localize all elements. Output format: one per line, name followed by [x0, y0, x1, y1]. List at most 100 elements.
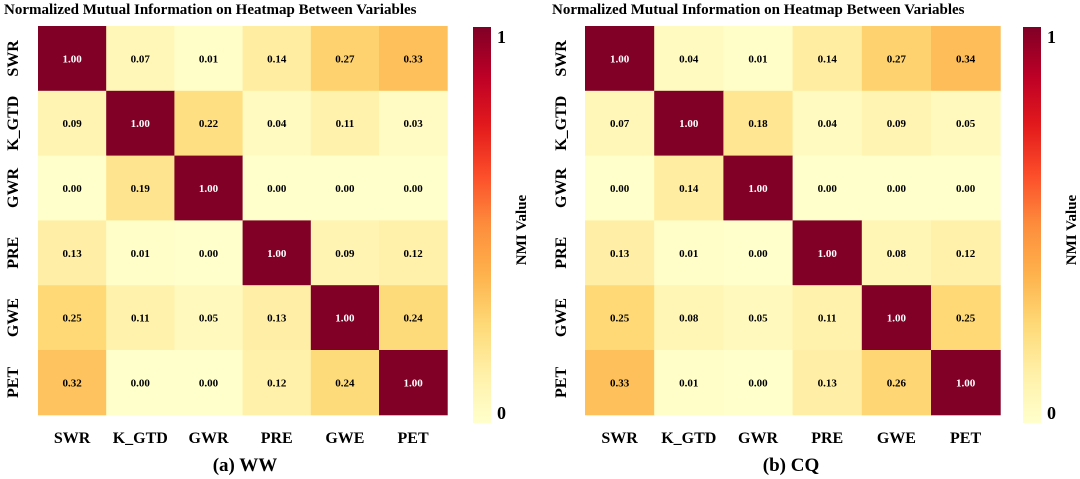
y-tick-label: SWR	[5, 40, 22, 77]
cell-value-label: 0.11	[336, 118, 355, 130]
heatmap-panel-ww: Normalized Mutual Information on Heatmap…	[4, 2, 530, 476]
cell-value-label: 0.12	[267, 377, 287, 389]
cell-value-label: 0.14	[679, 183, 699, 195]
cell-value-label: 1.00	[199, 183, 219, 195]
y-tick-label: GWR	[553, 168, 570, 208]
heatmap-cell	[792, 350, 863, 416]
heatmap-cell	[310, 90, 380, 157]
cell-value-label: 0.19	[131, 183, 151, 195]
cell-value-label: 0.01	[748, 53, 767, 65]
cell-value-label: 0.27	[335, 53, 355, 65]
x-tick-label: K_GTD	[113, 430, 168, 447]
heatmap-cell	[654, 155, 724, 221]
cell-value-label: 0.14	[818, 53, 838, 65]
heatmap-cell	[792, 26, 863, 92]
subfigure-caption: (b) CQ	[763, 455, 819, 476]
cell-value-label: 0.00	[887, 183, 907, 195]
heatmap-cell	[654, 220, 724, 286]
colorbar-axis-label: NMI Value	[514, 194, 530, 265]
heatmap-cell	[792, 220, 863, 286]
chart-title: Normalized Mutual Information on Heatmap…	[4, 2, 417, 18]
cell-value-label: 0.14	[267, 53, 287, 65]
cell-value-label: 0.22	[199, 118, 219, 130]
cell-value-label: 1.00	[887, 313, 907, 325]
heatmap-cell	[931, 26, 1001, 92]
colorbar-min-label: 0	[1047, 403, 1056, 423]
heatmap-cell	[379, 350, 448, 416]
heatmap-cell	[242, 285, 312, 351]
cell-value-label: 0.04	[818, 118, 838, 130]
heatmap-cell	[861, 90, 932, 157]
heatmap-cell	[379, 155, 448, 221]
colorbar-max-label: 1	[497, 27, 506, 47]
heatmap-cell	[242, 350, 312, 416]
cell-value-label: 0.00	[748, 248, 768, 260]
heatmap-cell	[242, 155, 312, 221]
heatmap-cell	[174, 350, 244, 416]
heatmap-cell	[585, 285, 655, 351]
colorbar: 1 0 NMI Value	[473, 27, 530, 423]
heatmap-cell	[310, 285, 380, 351]
cell-value-label: 1.00	[679, 118, 699, 130]
heatmap-cell	[931, 155, 1001, 221]
heatmap-cell	[792, 285, 863, 351]
heatmap-cell	[38, 155, 107, 221]
heatmap-cell	[379, 90, 448, 157]
heatmap-cell	[106, 90, 175, 157]
heatmap-cell	[174, 220, 244, 286]
heatmap-cell	[106, 220, 175, 286]
cell-value-label: 0.09	[335, 248, 355, 260]
heatmap-cell	[585, 155, 655, 221]
subfigure-caption: (a) WW	[213, 455, 278, 476]
heatmap-cell	[585, 26, 655, 92]
heatmap-cell	[106, 155, 175, 221]
cell-value-label: 0.32	[62, 377, 82, 389]
cell-value-label: 0.24	[335, 377, 355, 389]
colorbar: 1 0 NMI Value	[1023, 27, 1080, 423]
heatmap-cell	[379, 220, 448, 286]
heatmap-cell	[792, 155, 863, 221]
heatmap-cell	[174, 155, 244, 221]
heatmap-cell	[379, 26, 448, 92]
heatmap-cell	[174, 90, 244, 157]
heatmap-cell	[310, 155, 380, 221]
cell-value-label: 1.00	[610, 53, 630, 65]
x-tick-label: PRE	[811, 430, 843, 447]
y-tick-label: SWR	[553, 40, 570, 77]
cell-value-label: 0.00	[403, 183, 423, 195]
cell-value-label: 0.12	[956, 248, 976, 260]
cell-value-label: 0.01	[131, 248, 150, 260]
heatmap-cell	[931, 350, 1001, 416]
y-tick-label: K_GTD	[553, 96, 570, 151]
x-tick-label: SWR	[54, 430, 91, 447]
heatmap-cell	[106, 26, 175, 92]
heatmap-cell	[106, 350, 175, 416]
cell-value-label: 1.00	[956, 377, 976, 389]
y-tick-label: PRE	[553, 237, 570, 269]
cell-value-label: 0.00	[748, 377, 768, 389]
cell-value-label: 0.00	[818, 183, 838, 195]
heatmap-cell	[654, 285, 724, 351]
y-tick-label: GWR	[5, 168, 22, 208]
cell-value-label: 0.05	[199, 313, 219, 325]
chart-title: Normalized Mutual Information on Heatmap…	[552, 2, 965, 18]
cell-value-label: 0.01	[679, 377, 698, 389]
y-tick-label: GWE	[553, 298, 570, 337]
heatmap-cell	[38, 285, 107, 351]
y-tick-label: GWE	[5, 298, 22, 337]
cell-value-label: 0.00	[131, 377, 151, 389]
cell-value-label: 1.00	[335, 313, 355, 325]
heatmap-cell	[310, 350, 380, 416]
heatmap-cell	[931, 220, 1001, 286]
cell-value-label: 0.00	[956, 183, 976, 195]
x-tick-label: GWE	[877, 430, 916, 447]
cell-value-label: 0.25	[610, 313, 630, 325]
cell-value-label: 1.00	[748, 183, 768, 195]
cell-value-label: 0.00	[199, 248, 219, 260]
cell-value-label: 0.25	[956, 313, 976, 325]
heatmap-cell	[723, 90, 794, 157]
heatmap-cell	[106, 285, 175, 351]
cell-value-label: 0.08	[887, 248, 907, 260]
cell-value-label: 0.01	[679, 248, 698, 260]
x-tick-label: PET	[398, 430, 429, 447]
